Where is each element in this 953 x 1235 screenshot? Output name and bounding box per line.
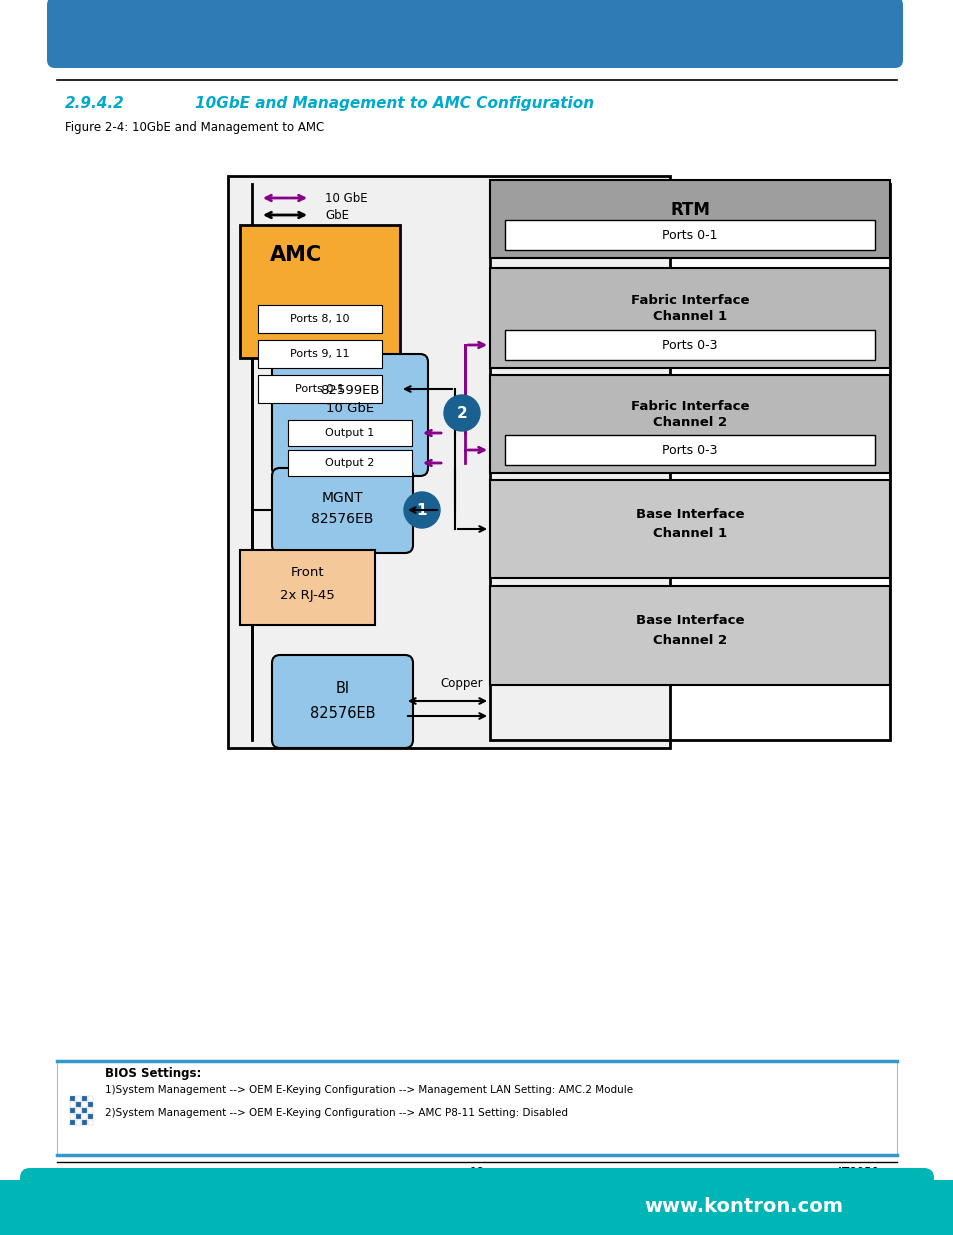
Bar — [70, 1102, 75, 1107]
Text: Ports 0-1: Ports 0-1 — [295, 384, 344, 394]
Bar — [88, 1108, 92, 1113]
Text: Ports 0-3: Ports 0-3 — [661, 443, 717, 457]
Text: 18: 18 — [469, 1167, 484, 1179]
Text: AT8050: AT8050 — [835, 1167, 879, 1179]
Text: 1)System Management --> OEM E-Keying Configuration --> Management LAN Setting: A: 1)System Management --> OEM E-Keying Con… — [105, 1086, 633, 1095]
Text: Base Interface: Base Interface — [635, 614, 743, 627]
Text: 82576EB: 82576EB — [311, 513, 374, 526]
Text: Base Interface: Base Interface — [635, 508, 743, 521]
Text: Front: Front — [291, 566, 324, 578]
Text: GbE: GbE — [325, 209, 349, 221]
Bar — [82, 1114, 87, 1119]
Bar — [504, 330, 874, 359]
Bar — [76, 1108, 81, 1113]
Bar — [88, 1102, 92, 1107]
Bar — [490, 585, 889, 685]
Text: Ports 0-3: Ports 0-3 — [661, 338, 717, 352]
Bar — [70, 1114, 75, 1119]
Bar — [57, 1061, 896, 1155]
Bar — [490, 184, 889, 740]
Text: 2: 2 — [456, 405, 467, 420]
Bar — [70, 1120, 75, 1125]
Text: MGNT: MGNT — [321, 492, 363, 505]
Text: Fabric Interface: Fabric Interface — [630, 294, 748, 306]
Bar — [490, 268, 889, 368]
Text: Channel 1: Channel 1 — [652, 310, 726, 322]
Text: RTM: RTM — [669, 200, 709, 219]
FancyBboxPatch shape — [47, 0, 902, 68]
Bar — [504, 435, 874, 466]
Bar — [240, 550, 375, 625]
Bar — [288, 450, 412, 475]
Text: 10 GbE: 10 GbE — [325, 191, 367, 205]
Text: 2x RJ-45: 2x RJ-45 — [280, 589, 335, 601]
Text: AMC: AMC — [270, 245, 322, 266]
Bar — [228, 177, 669, 748]
Text: 82599EB: 82599EB — [320, 384, 379, 396]
Text: Copper: Copper — [439, 677, 482, 689]
Text: Channel 1: Channel 1 — [652, 527, 726, 541]
Text: 2.9.4.2: 2.9.4.2 — [65, 95, 125, 110]
Bar — [504, 220, 874, 249]
Text: Fabric Interface: Fabric Interface — [630, 400, 748, 412]
Text: 82576EB: 82576EB — [310, 705, 375, 720]
Text: www.kontron.com: www.kontron.com — [644, 1198, 842, 1216]
Text: Channel 2: Channel 2 — [652, 634, 726, 647]
Bar — [76, 1102, 81, 1107]
Text: 1: 1 — [416, 503, 427, 517]
Bar — [76, 1114, 81, 1119]
FancyBboxPatch shape — [272, 354, 428, 475]
Bar — [70, 1108, 75, 1113]
Bar — [88, 1095, 92, 1100]
Bar — [240, 225, 399, 358]
Bar — [0, 1179, 953, 1235]
Bar — [257, 305, 381, 333]
Circle shape — [403, 492, 439, 529]
Text: Output 2: Output 2 — [325, 458, 375, 468]
Text: Figure 2-4: 10GbE and Management to AMC: Figure 2-4: 10GbE and Management to AMC — [65, 121, 324, 133]
Bar — [76, 1120, 81, 1125]
Text: Ports 8, 10: Ports 8, 10 — [290, 314, 350, 324]
Text: Output 1: Output 1 — [325, 429, 375, 438]
Circle shape — [443, 395, 479, 431]
Bar — [82, 1102, 87, 1107]
Text: 10GbE and Management to AMC Configuration: 10GbE and Management to AMC Configuratio… — [194, 95, 594, 110]
Bar — [288, 420, 412, 446]
FancyBboxPatch shape — [20, 1168, 933, 1235]
Text: Channel 2: Channel 2 — [652, 415, 726, 429]
Bar — [82, 1108, 87, 1113]
FancyBboxPatch shape — [272, 468, 413, 553]
Bar — [70, 1095, 75, 1100]
Bar — [490, 375, 889, 473]
Text: 10 GbE: 10 GbE — [326, 401, 374, 415]
Bar — [82, 1095, 87, 1100]
Bar — [82, 1120, 87, 1125]
Text: BIOS Settings:: BIOS Settings: — [105, 1067, 201, 1079]
Bar — [490, 180, 889, 258]
Text: Ports 0-1: Ports 0-1 — [661, 228, 717, 242]
FancyBboxPatch shape — [272, 655, 413, 748]
Text: BI: BI — [335, 680, 349, 695]
Bar — [490, 480, 889, 578]
Bar — [257, 375, 381, 403]
Text: 2)System Management --> OEM E-Keying Configuration --> AMC P8-11 Setting: Disabl: 2)System Management --> OEM E-Keying Con… — [105, 1108, 567, 1118]
Bar — [257, 340, 381, 368]
Text: Ports 9, 11: Ports 9, 11 — [290, 350, 350, 359]
Bar — [88, 1120, 92, 1125]
Bar — [76, 1095, 81, 1100]
Bar — [88, 1114, 92, 1119]
